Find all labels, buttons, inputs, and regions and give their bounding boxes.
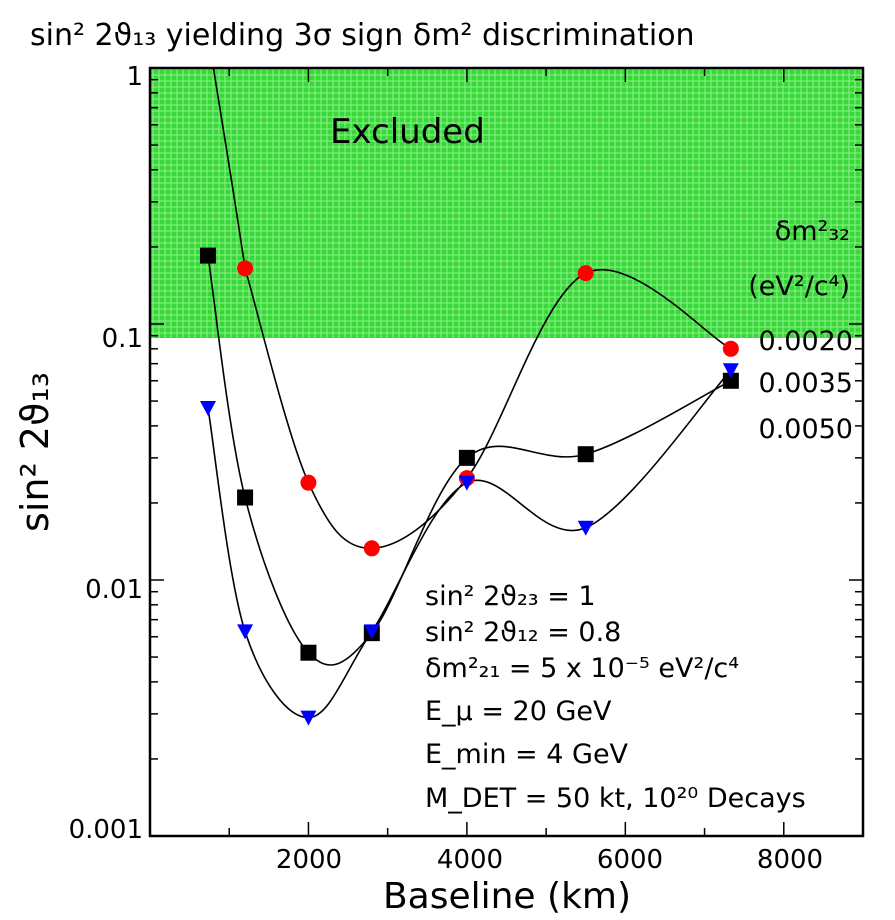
- marker-triangle-down-2800: [363, 624, 380, 640]
- axis-ticks: [150, 68, 863, 837]
- annotation-dm21: δm²₂₁ = 5 x 10⁻⁵ eV²/c⁴: [425, 653, 739, 684]
- marker-triangle-down-5500: [577, 520, 594, 536]
- marker-circle-2000: [300, 474, 317, 491]
- marker-circle-7332: [722, 340, 739, 357]
- chart-title: sin² 2ϑ₁₃ yielding 3σ sign δm² discrimin…: [30, 18, 695, 53]
- annotation-emin: E_min = 4 GeV: [425, 739, 629, 770]
- marker-triangle-down-732: [199, 400, 216, 416]
- x-axis-label: Baseline (km): [383, 876, 631, 917]
- y-axis-label: sin² 2ϑ₁₃: [13, 372, 57, 532]
- y-tick-label-1: 1: [126, 62, 143, 92]
- series-line-0.0020-tail: [212, 67, 246, 269]
- x-tick-label-2000: 2000: [276, 845, 342, 875]
- series-line-0.0020: [244, 268, 732, 550]
- marker-triangle-down-4000: [458, 475, 475, 491]
- marker-square-7332: [722, 372, 739, 389]
- legend-units: (eV²/c⁴): [748, 271, 850, 302]
- annotation-theta12: sin² 2ϑ₁₂ = 0.8: [425, 617, 621, 648]
- x-tick-label-6000: 6000: [597, 845, 663, 875]
- marker-triangle-down-2000: [300, 710, 317, 726]
- marker-circle-1200: [237, 260, 254, 277]
- marker-square-2000: [300, 644, 317, 661]
- excluded-label: Excluded: [330, 112, 485, 152]
- legend-entry-0.0020: 0.0020: [759, 326, 853, 357]
- marker-circle-5500: [577, 265, 594, 282]
- y-tick-label-0.001: 0.001: [69, 815, 143, 845]
- annotation-mdet: M_DET = 50 kt, 10²⁰ Decays: [425, 783, 806, 814]
- legend-entry-0.0035: 0.0035: [759, 368, 853, 399]
- marker-square-5500: [577, 446, 594, 463]
- x-tick-label-4000: 4000: [437, 845, 503, 875]
- annotation-emu: E_μ = 20 GeV: [425, 696, 612, 727]
- excluded-region: [150, 68, 863, 338]
- annotation-theta23: sin² 2ϑ₂₃ = 1: [425, 581, 596, 612]
- legend-entry-0.0050: 0.0050: [759, 414, 853, 445]
- x-tick-label-8000: 8000: [757, 845, 823, 875]
- marker-square-1200: [237, 489, 254, 506]
- marker-triangle-down-1200: [237, 624, 254, 640]
- marker-square-4000: [458, 449, 475, 466]
- marker-circle-2800: [363, 540, 380, 557]
- marker-square-732: [199, 247, 216, 264]
- y-tick-label-0.1: 0.1: [102, 324, 143, 354]
- legend-title: δm²₃₂: [775, 216, 850, 247]
- marker-triangle-down-7332: [722, 363, 739, 379]
- y-tick-label-0.01: 0.01: [85, 575, 143, 605]
- series-markers: [199, 247, 739, 726]
- plot-frame: [148, 66, 865, 838]
